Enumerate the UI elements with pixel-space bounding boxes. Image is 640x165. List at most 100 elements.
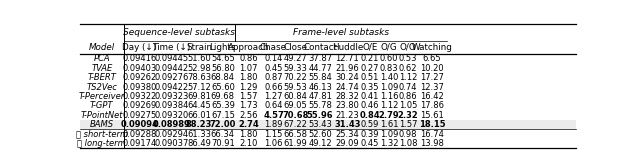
Text: 2.74: 2.74: [238, 120, 259, 129]
Text: 0.87: 0.87: [264, 73, 283, 82]
Text: 0.09380: 0.09380: [122, 82, 157, 92]
Text: 18.15: 18.15: [419, 120, 445, 129]
Text: 0.66: 0.66: [264, 82, 283, 92]
Text: 44.77: 44.77: [308, 64, 332, 73]
Text: 0.09442: 0.09442: [154, 64, 188, 73]
Text: 0.09403: 0.09403: [122, 64, 157, 73]
Text: 55.96: 55.96: [307, 111, 333, 120]
Text: 15.61: 15.61: [420, 111, 444, 120]
Text: 0.09262: 0.09262: [122, 73, 157, 82]
Text: 1.40: 1.40: [380, 73, 398, 82]
Text: 0.41: 0.41: [361, 92, 380, 101]
Text: 69.68: 69.68: [211, 92, 235, 101]
Text: 52.98: 52.98: [187, 64, 211, 73]
Text: 0.21: 0.21: [361, 54, 380, 63]
Text: 0.39: 0.39: [361, 130, 380, 139]
Text: 78.63: 78.63: [187, 73, 211, 82]
Text: 0.35: 0.35: [361, 82, 380, 92]
Text: 67.15: 67.15: [211, 111, 235, 120]
Text: ⮩ long-term: ⮩ long-term: [77, 139, 126, 148]
Text: 0.86: 0.86: [399, 92, 417, 101]
Text: 54.65: 54.65: [211, 54, 235, 63]
Text: 69.81: 69.81: [187, 92, 211, 101]
Text: 29.09: 29.09: [335, 139, 359, 148]
Text: Close: Close: [284, 43, 307, 52]
Text: 12.37: 12.37: [420, 82, 444, 92]
Text: 57.12: 57.12: [187, 82, 211, 92]
Text: 1.57: 1.57: [239, 92, 258, 101]
Text: 0.09094: 0.09094: [120, 120, 159, 129]
Text: 0.09276: 0.09276: [154, 73, 188, 82]
Text: 0.86: 0.86: [239, 54, 258, 63]
Text: 88.23: 88.23: [186, 120, 212, 129]
Text: 1.57: 1.57: [399, 120, 417, 129]
Text: Watching: Watching: [412, 43, 452, 52]
Text: 1.09: 1.09: [380, 130, 398, 139]
Text: 1.32: 1.32: [380, 139, 398, 148]
Text: 69.05: 69.05: [284, 101, 307, 110]
Text: 0.09422: 0.09422: [154, 82, 188, 92]
Text: Huddle: Huddle: [332, 43, 363, 52]
Text: 59.53: 59.53: [284, 82, 307, 92]
Text: 70.91: 70.91: [211, 139, 235, 148]
Text: 1.16: 1.16: [380, 92, 398, 101]
Text: 2.56: 2.56: [239, 111, 258, 120]
Text: 0.14: 0.14: [264, 54, 283, 63]
Text: 1.15: 1.15: [264, 130, 283, 139]
Text: 37.87: 37.87: [308, 54, 332, 63]
Text: 86.49: 86.49: [187, 139, 211, 148]
Text: Sequence-level subtasks: Sequence-level subtasks: [123, 28, 236, 37]
Text: 0.84: 0.84: [360, 111, 380, 120]
Text: 16.74: 16.74: [420, 130, 444, 139]
Text: T-BERT: T-BERT: [88, 73, 116, 82]
Text: 68.84: 68.84: [211, 73, 235, 82]
Text: 0.60: 0.60: [380, 54, 398, 63]
Text: 21.96: 21.96: [335, 64, 359, 73]
Text: 0.45: 0.45: [264, 64, 283, 73]
Text: 1.05: 1.05: [399, 101, 417, 110]
Text: Strain: Strain: [186, 43, 212, 52]
Text: 1.73: 1.73: [239, 101, 258, 110]
Text: 56.80: 56.80: [211, 64, 235, 73]
Text: BAMS: BAMS: [90, 120, 114, 129]
Text: 30.24: 30.24: [335, 73, 359, 82]
Text: 0.09174: 0.09174: [122, 139, 157, 148]
Text: 0.53: 0.53: [399, 54, 417, 63]
Text: 0.27: 0.27: [361, 64, 380, 73]
Text: 2.10: 2.10: [239, 139, 258, 148]
Text: 67.22: 67.22: [284, 120, 307, 129]
Text: T-Perceiver: T-Perceiver: [79, 92, 125, 101]
Text: 0.59: 0.59: [361, 120, 380, 129]
Text: 66.34: 66.34: [211, 130, 235, 139]
Text: 1.80: 1.80: [239, 130, 258, 139]
Text: 24.74: 24.74: [335, 82, 359, 92]
Bar: [80, 120, 576, 129]
Text: 2.79: 2.79: [379, 111, 399, 120]
Text: 61.33: 61.33: [187, 130, 211, 139]
Text: 49.27: 49.27: [284, 54, 307, 63]
Text: 13.98: 13.98: [420, 139, 444, 148]
Text: 49.12: 49.12: [308, 139, 332, 148]
Text: 72.00: 72.00: [210, 120, 236, 129]
Text: 4.57: 4.57: [263, 111, 284, 120]
Text: 0.62: 0.62: [399, 64, 417, 73]
Text: 65.39: 65.39: [211, 101, 235, 110]
Text: 46.13: 46.13: [308, 82, 332, 92]
Text: TS2Vec: TS2Vec: [86, 82, 117, 92]
Text: 0.09275: 0.09275: [122, 111, 157, 120]
Text: Model: Model: [89, 43, 115, 52]
Text: 17.86: 17.86: [420, 101, 444, 110]
Text: PCA: PCA: [93, 54, 110, 63]
Text: 21.23: 21.23: [335, 111, 359, 120]
Text: 0.83: 0.83: [380, 64, 398, 73]
Text: 47.81: 47.81: [308, 92, 332, 101]
Text: 70.22: 70.22: [284, 73, 307, 82]
Text: 1.08: 1.08: [399, 139, 417, 148]
Text: 1.61: 1.61: [380, 120, 398, 129]
Text: 0.09322: 0.09322: [122, 92, 157, 101]
Text: Chase: Chase: [260, 43, 287, 52]
Text: T-GPT: T-GPT: [90, 101, 113, 110]
Text: 59.33: 59.33: [284, 64, 307, 73]
Text: 0.08989: 0.08989: [152, 120, 190, 129]
Text: 1.89: 1.89: [264, 120, 283, 129]
